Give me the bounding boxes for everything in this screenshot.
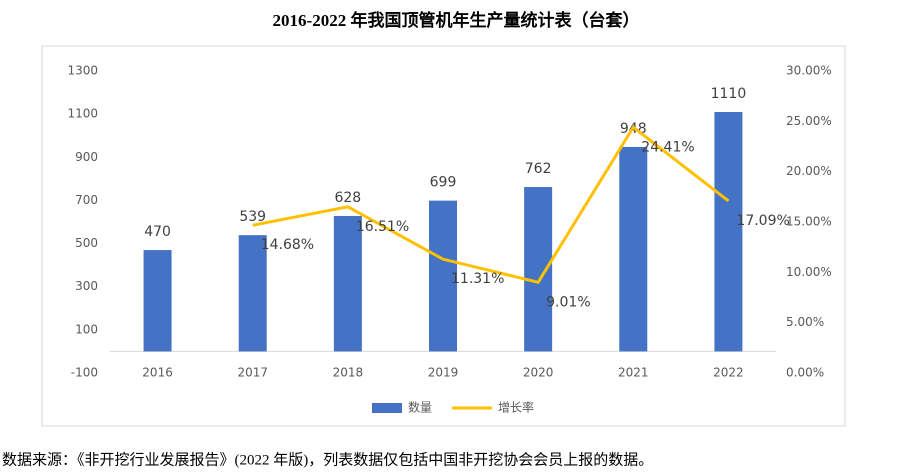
- legend-swatch: [372, 403, 402, 413]
- x-tick-label: 2019: [428, 366, 459, 380]
- y2-tick-label: 20.00%: [786, 164, 832, 178]
- x-tick-label: 2017: [237, 366, 268, 380]
- y-tick-label: 100: [75, 322, 98, 336]
- line-value-label: 9.01%: [546, 294, 590, 310]
- x-tick-label: 2021: [618, 366, 649, 380]
- y-tick-label: -100: [71, 366, 98, 380]
- bar: [619, 146, 648, 352]
- bar-value-label: 539: [239, 209, 266, 225]
- y-tick-label: 900: [75, 150, 98, 164]
- source-note: 数据来源：《非开挖行业发展报告》(2022 年版)，列表数据仅包括中国非开挖协会…: [2, 451, 653, 468]
- y2-tick-label: 5.00%: [786, 315, 824, 329]
- line-value-label: 14.68%: [261, 237, 314, 253]
- bar-value-label: 1110: [711, 86, 747, 102]
- y-tick-label: 700: [75, 193, 98, 207]
- chart-title: 2016-2022 年我国顶管机年生产量统计表（台套）: [273, 10, 640, 30]
- line-value-label: 17.09%: [736, 213, 789, 229]
- legend-label: 数量: [408, 400, 432, 415]
- x-tick-label: 2022: [713, 366, 744, 380]
- y-tick-label: 300: [75, 279, 98, 293]
- line-value-label: 16.51%: [356, 219, 409, 235]
- bar: [143, 250, 172, 352]
- x-tick-label: 2016: [142, 366, 173, 380]
- bar: [333, 215, 362, 352]
- growth-line: [252, 125, 730, 285]
- bar-value-label: 470: [144, 224, 171, 240]
- y2-tick-label: 10.00%: [786, 265, 832, 279]
- chart-frame: [41, 45, 846, 427]
- bar: [524, 187, 553, 352]
- y2-tick-label: 15.00%: [786, 215, 832, 229]
- x-tick-label: 2018: [333, 366, 364, 380]
- y2-tick-label: 25.00%: [786, 114, 832, 128]
- bar-value-label: 762: [525, 161, 552, 177]
- y2-tick-label: 30.00%: [786, 64, 832, 78]
- line-value-label: 11.31%: [451, 271, 504, 287]
- legend-label: 增长率: [498, 400, 534, 415]
- y-tick-label: 500: [75, 236, 98, 250]
- x-tick-label: 2020: [523, 366, 554, 380]
- y2-tick-label: 0.00%: [786, 366, 824, 380]
- y-tick-label: 1300: [67, 64, 98, 78]
- line-value-label: 24.41%: [641, 139, 694, 155]
- bar-value-label: 628: [334, 190, 361, 206]
- bar: [238, 235, 267, 352]
- bar: [429, 200, 457, 352]
- bar: [714, 111, 743, 352]
- bar-value-label: 699: [430, 175, 457, 191]
- y-tick-label: 1100: [67, 107, 98, 121]
